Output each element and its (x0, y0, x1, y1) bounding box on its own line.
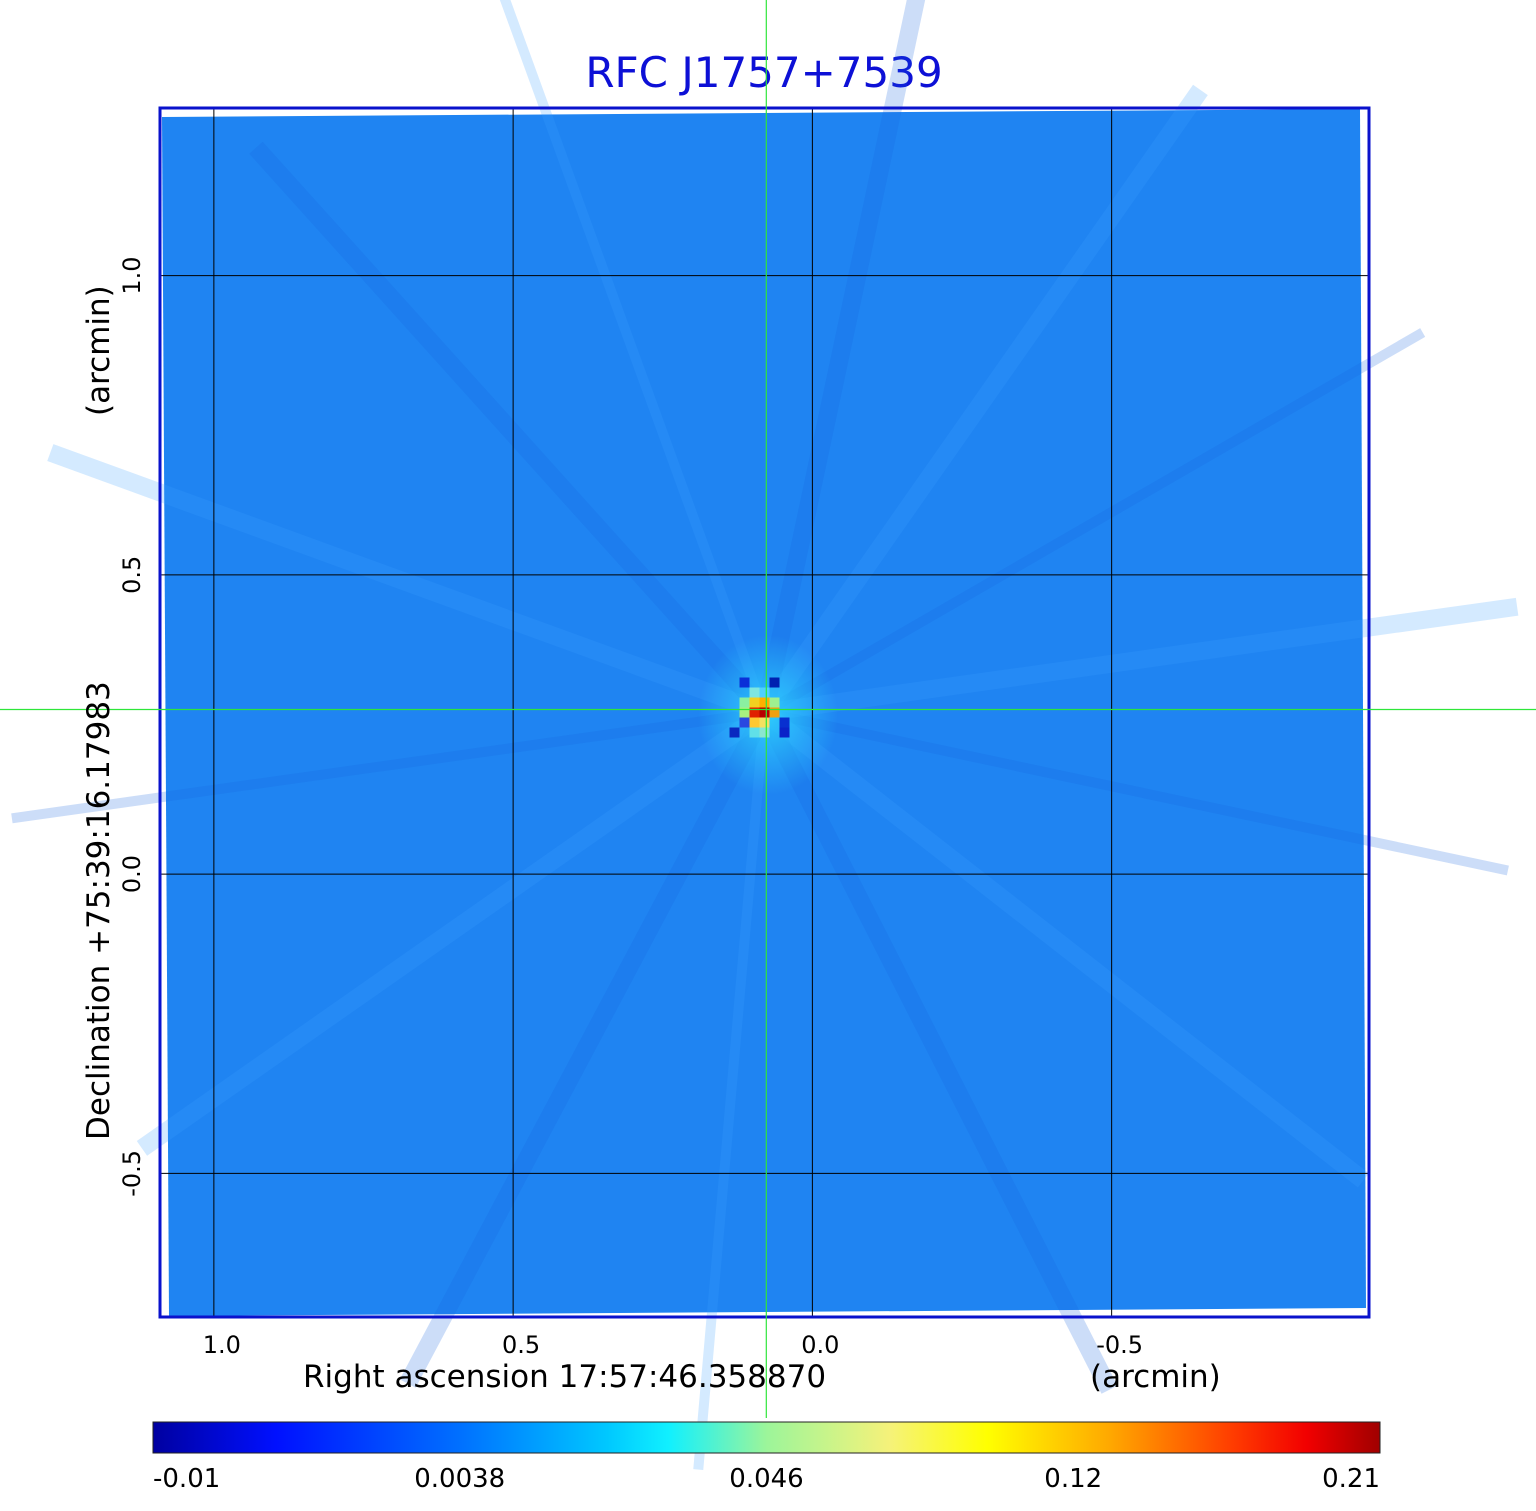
colorbar-tick-label: 0.046 (729, 1464, 803, 1494)
colorbar-tick-labels: -0.01 0.0038 0.046 0.12 0.21 (153, 1464, 1380, 1494)
y-tick-labels: 1.0 0.5 0.0 -0.5 (118, 256, 146, 1196)
y-axis-label: Declination +75:39:16.17983 (81, 681, 117, 1140)
source-pixel (749, 717, 760, 728)
source-pixel (769, 707, 780, 718)
source-pixels (729, 677, 790, 738)
plot-frame (158, 106, 1371, 1319)
sidelobe-streak (136, 705, 770, 1156)
x-axis-unit: (arcmin) (1090, 1359, 1221, 1395)
source-pixel (759, 727, 770, 738)
x-tick-label: 0.5 (502, 1331, 540, 1359)
source-pixel (739, 697, 750, 708)
coordinate-grid (160, 108, 1369, 1317)
sidelobe-streak (758, 705, 1369, 1188)
source-pixel (769, 697, 780, 708)
source-pixel (759, 717, 770, 728)
sidelobe-streak (763, 707, 1509, 876)
sidelobe-streak (399, 708, 773, 1388)
source-pixel (749, 707, 760, 718)
x-axis-label: Right ascension 17:57:46.358870 (303, 1359, 826, 1395)
source-pixel (769, 677, 780, 688)
sidelobe-streak (756, 708, 1118, 1394)
colorbar-tick-label: 0.21 (1322, 1464, 1380, 1494)
source-pixel (739, 677, 750, 688)
source-pixel (779, 727, 790, 738)
crosshair (0, 0, 1536, 1418)
sidelobe-streak (763, 597, 1519, 722)
source-pixel (739, 717, 750, 728)
colorbar-tick-label: 0.0038 (414, 1464, 505, 1494)
x-tick-label: 0.0 (801, 1331, 839, 1359)
y-tick-label: 0.0 (118, 855, 146, 893)
source-pixel (729, 727, 740, 738)
y-tick-label: -0.5 (118, 1150, 146, 1197)
source-pixel (749, 697, 760, 708)
source-pixel (759, 687, 770, 698)
map-streaks (11, 0, 1519, 1471)
sidelobe-streak (762, 328, 1426, 717)
source-pixel (759, 707, 770, 718)
y-tick-label: 0.5 (118, 556, 146, 594)
x-tick-label: -0.5 (1096, 1331, 1143, 1359)
sidelobe-streak (249, 141, 772, 719)
sidelobe-streak (47, 444, 768, 721)
colorbar-tick-label: 0.12 (1044, 1464, 1102, 1494)
source-pixel (739, 707, 750, 718)
map-image (11, 0, 1519, 1471)
chart-title: RFC J1757+7539 (585, 48, 942, 97)
sidelobe-streak (499, 0, 770, 715)
source-pixel (749, 727, 760, 738)
sidelobe-streak (11, 707, 766, 824)
sidelobe-streak (755, 0, 926, 715)
source-pixel (749, 687, 760, 698)
colorbar (152, 1421, 1381, 1454)
x-tick-label: 1.0 (203, 1331, 241, 1359)
source-pixel (779, 717, 790, 728)
colorbar-tick-label: -0.01 (153, 1464, 220, 1494)
y-axis-unit: (arcmin) (81, 285, 117, 416)
y-tick-label: 1.0 (118, 256, 146, 294)
sidelobe-streak (757, 84, 1208, 718)
x-tick-labels: 1.0 0.5 0.0 -0.5 (203, 1331, 1143, 1359)
source-pixel (759, 697, 770, 708)
sidelobe-streak (693, 712, 770, 1471)
